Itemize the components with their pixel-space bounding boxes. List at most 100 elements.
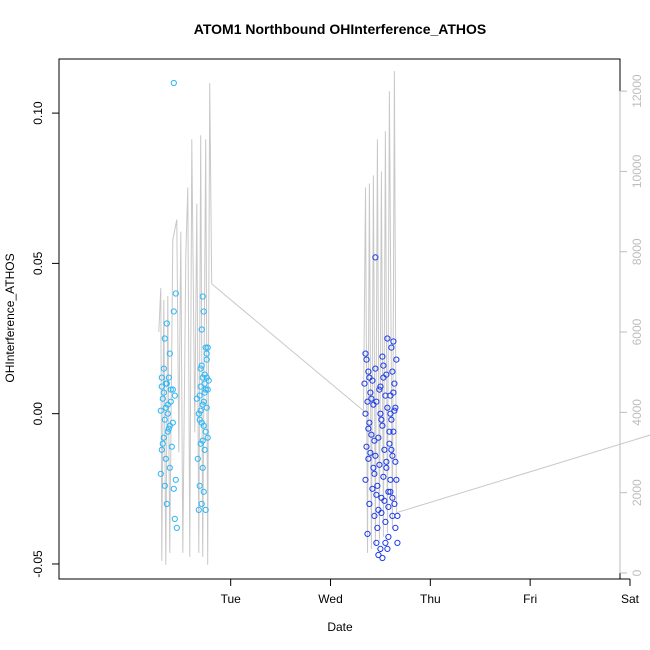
data-point-s2-76 [385,533,392,541]
data-point-s2-41 [384,335,391,342]
data-point-s1-45 [203,356,210,363]
data-point-s2-86 [394,512,401,520]
data-point-s1-39 [164,410,171,417]
data-point-s2-85 [366,374,373,381]
y-left-tick-label-4: 0.10 [31,101,45,125]
data-point-s2-8 [362,410,369,417]
data-point-s1-4 [161,335,168,342]
x-tick-label-3: Thu [420,592,441,606]
data-point-s2-87 [378,416,385,423]
data-point-s2-35 [387,392,394,399]
data-point-s1-20 [162,455,169,462]
data-point-s1-31 [173,524,180,532]
x-tick-label-1: Tue [221,592,242,606]
plot-frame [58,58,621,580]
data-point-s2-45 [377,410,384,417]
data-point-s1-76 [196,416,203,423]
data-point-s1-63 [198,500,205,507]
data-point-s2-88 [384,545,391,553]
y-axis-right: 0 2000 4000 6000 8000 10000 12000 [619,74,644,576]
data-point-s1-44 [202,344,209,351]
data-point-s1-8 [158,374,165,381]
data-point-s1-27 [172,476,179,483]
data-point-s1-30 [171,515,178,523]
data-point-s2-37 [389,368,396,375]
data-point-s1-59 [194,455,201,462]
data-point-s2-62 [367,449,374,456]
data-point-s1-80 [197,407,204,414]
data-point-s2-6 [367,389,374,396]
data-point-s2-78 [392,458,399,465]
data-point-s1-46 [197,365,204,372]
data-point-s2-38 [393,356,400,363]
data-point-s1-43 [198,326,205,333]
y-axis-title: OHInterference_ATHOS [3,253,17,382]
data-point-s2-4 [365,368,372,375]
y-right-tick-label-5: 8000 [630,238,644,265]
data-point-s2-50 [371,470,378,477]
y-axis-left: -0.05 0.00 0.05 0.10 [31,101,60,578]
data-point-s1-48 [201,380,208,387]
data-point-s1-55 [202,428,209,435]
y-left-tick-label-2: 0.00 [31,402,45,426]
data-point-s1-5 [163,320,170,327]
x-tick-label-5: Sat [621,592,640,606]
data-point-s1-3 [170,308,177,315]
data-point-s1-18 [160,434,167,441]
data-point-s1-61 [196,482,203,489]
data-point-s2-18 [364,530,371,538]
data-point-s2-27 [385,488,392,495]
data-point-s1-35 [169,419,176,426]
secondary-line-segment-3 [363,70,397,553]
data-point-s2-26 [381,497,388,504]
data-point-s2-33 [388,416,395,423]
data-point-s1-7 [160,365,167,372]
data-point-s2-79 [375,506,382,513]
data-point-s1-41 [199,293,206,300]
data-point-s2-77 [368,395,375,402]
data-point-s1-79 [203,374,210,381]
data-point-s1-28 [166,422,173,429]
data-point-s2-30 [389,452,396,459]
data-point-s1-72 [200,422,207,429]
data-point-s2-89 [372,452,379,459]
data-point-s1-42 [200,308,207,315]
data-point-s2-72 [365,425,372,432]
data-point-s1-58 [204,434,211,441]
data-point-s1-15 [165,425,172,432]
data-point-s2-56 [394,539,401,547]
data-point-s1-38 [171,392,178,399]
data-point-s1-32 [167,398,174,405]
data-point-s2-23 [382,539,389,547]
data-point-s2-67 [376,461,383,468]
data-point-s2-13 [370,464,377,471]
data-point-s1-57 [201,446,208,453]
data-point-s2-15 [369,485,376,492]
y-right-tick-label-6: 10000 [630,154,644,188]
data-point-s1-33 [160,389,167,396]
data-point-s1-16 [169,386,176,393]
data-point-s2-65 [393,476,400,483]
data-point-s1-67 [197,383,204,390]
data-point-s2-7 [364,398,371,405]
secondary-line-segment-1 [158,83,213,565]
x-axis-title: Date [327,620,353,634]
data-point-s2-75 [379,353,386,360]
data-point-s2-90 [391,407,398,414]
data-point-s1-73 [202,386,209,393]
data-point-s2-11 [363,443,370,450]
data-point-s1-78 [199,437,206,444]
data-point-s2-21 [377,545,384,553]
data-point-s1-62 [200,488,207,495]
data-point-s1-75 [204,344,211,351]
secondary-line-segment-2 [211,283,366,413]
data-point-s1-36 [158,383,165,390]
data-point-s2-3 [363,356,370,363]
data-point-s2-81 [380,473,387,480]
data-point-s2-32 [390,428,397,435]
data-point-s2-34 [392,404,399,411]
data-point-s2-20 [375,551,382,559]
data-point-s1-64 [202,506,209,513]
data-point-s2-1 [372,254,379,261]
y-left-tick-label-1: -0.05 [31,550,45,578]
